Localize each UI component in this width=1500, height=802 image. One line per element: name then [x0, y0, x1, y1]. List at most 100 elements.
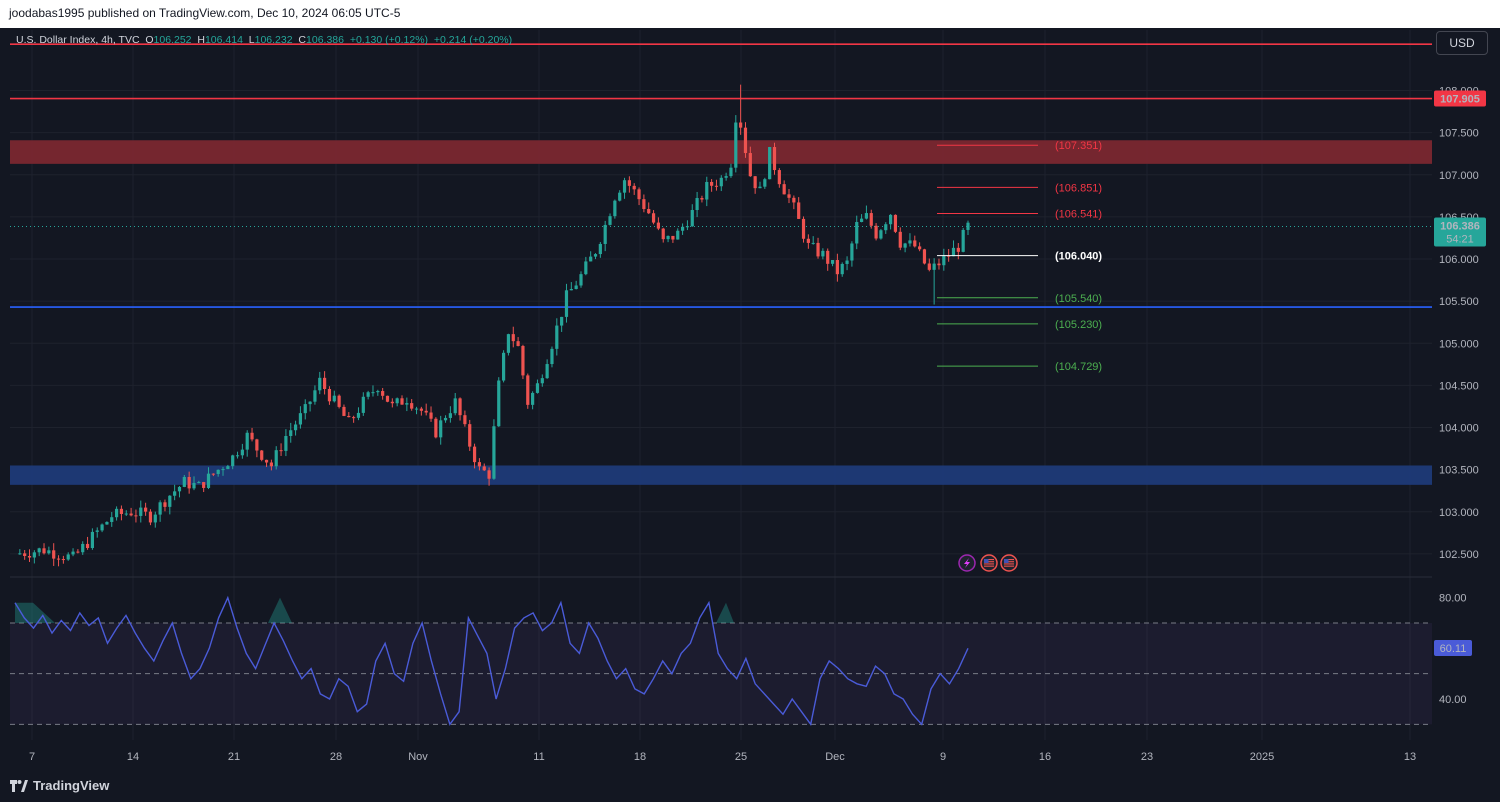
candle-body — [90, 531, 95, 549]
candle-body — [395, 398, 399, 404]
current-price-badge — [1434, 217, 1486, 247]
candle-body — [676, 230, 680, 240]
candle-body — [463, 415, 467, 425]
candle-body — [661, 228, 665, 240]
candle-body — [879, 230, 883, 239]
candle-body — [255, 439, 259, 451]
candle-body — [177, 486, 182, 492]
candle-body — [206, 473, 211, 488]
candle-body — [811, 242, 815, 244]
candle-body — [439, 420, 443, 438]
high-value: 106.414 — [204, 34, 243, 46]
candle-body — [845, 260, 849, 264]
candle-body — [932, 263, 936, 270]
candle-body — [797, 202, 801, 219]
candle-body — [589, 256, 593, 262]
flag-stripe — [1004, 563, 1014, 565]
time-tick-label: 28 — [330, 751, 342, 763]
candle-body — [506, 334, 511, 353]
time-tick-label: 14 — [127, 751, 139, 763]
candle-body — [352, 417, 356, 419]
candle-body — [869, 213, 873, 226]
candle-body — [918, 246, 922, 250]
candle-body — [903, 243, 907, 248]
price-tick-label: 103.000 — [1439, 507, 1479, 519]
symbol-label[interactable]: U.S. Dollar Index, 4h, TVC — [16, 34, 140, 46]
candle-body — [637, 189, 641, 200]
candles — [18, 84, 970, 567]
candle-body — [821, 250, 825, 257]
high-label: H — [197, 34, 205, 46]
candle-body — [114, 508, 119, 518]
level-label: (107.351) — [1055, 140, 1102, 152]
candle-body — [448, 413, 452, 418]
tradingview-logo[interactable]: TradingView — [10, 778, 109, 793]
candle-body — [898, 231, 902, 248]
candle-body — [66, 554, 70, 560]
candle-body — [922, 249, 927, 264]
candle-body — [753, 176, 757, 189]
price-tick-label: 105.000 — [1439, 338, 1479, 350]
candle-body — [260, 450, 264, 460]
time-tick-label: Dec — [825, 751, 845, 763]
candle-body — [492, 426, 496, 479]
candle-body — [274, 450, 278, 467]
candle-body — [535, 383, 540, 393]
candle-body — [124, 513, 128, 515]
level-label: (106.851) — [1055, 182, 1102, 194]
candle-body — [893, 214, 898, 232]
time-axis[interactable]: 7 14 21 28 Nov 11 18 25 Dec 9 16 23 2025 13 — [29, 751, 1416, 763]
candle-body — [951, 247, 956, 257]
rsi-pane — [10, 595, 1432, 726]
candle-body — [390, 401, 394, 404]
candle-body — [618, 192, 622, 201]
chart-canvas[interactable]: (107.351) (106.851) (106.541) (106.040) (105… — [0, 28, 1500, 770]
event-icons[interactable] — [958, 554, 1018, 572]
candle-body — [772, 147, 777, 171]
candle-body — [830, 260, 835, 264]
price-tick-label: 103.500 — [1439, 465, 1479, 477]
candle-body — [685, 226, 690, 228]
candle-body — [937, 263, 941, 266]
candle-body — [806, 238, 810, 243]
candle-body — [743, 127, 748, 154]
candle-body — [763, 179, 767, 187]
level-label: (105.230) — [1055, 319, 1102, 331]
candle-body — [521, 345, 525, 376]
candle-body — [52, 550, 56, 559]
candle-body — [632, 185, 636, 190]
candle-body — [787, 194, 791, 198]
candle-body — [289, 430, 293, 436]
candle-body — [366, 392, 370, 397]
candle-body — [768, 147, 772, 180]
candle-body — [327, 388, 332, 402]
candle-body — [758, 186, 762, 189]
us-flag-icon — [1000, 554, 1018, 572]
candle-body — [888, 214, 893, 225]
candle-body — [584, 261, 588, 275]
currency-button[interactable]: USD — [1436, 31, 1488, 55]
candle-body — [173, 491, 177, 496]
rsi-overbought-fill — [268, 597, 292, 623]
candle-body — [56, 558, 61, 560]
price-axis[interactable]: 108.000107.500107.000106.500106.000105.5… — [1434, 86, 1486, 706]
price-tick-label: 104.000 — [1439, 423, 1479, 435]
candle-body — [105, 521, 109, 525]
candle-body — [250, 432, 254, 440]
candle-body — [695, 198, 699, 211]
candle-body — [400, 398, 404, 405]
horizontal-lines — [10, 43, 1432, 308]
candle-body — [119, 508, 124, 514]
candle-body — [472, 446, 477, 463]
candle-body — [613, 200, 617, 217]
candle-body — [859, 218, 864, 222]
candle-body — [235, 455, 240, 457]
candle-body — [71, 551, 75, 555]
candle-body — [245, 432, 249, 450]
time-tick-label: 25 — [735, 751, 747, 763]
flag-canton — [984, 559, 989, 563]
candle-body — [443, 417, 448, 421]
candle-body — [337, 395, 341, 407]
candle-body — [526, 375, 530, 405]
publisher-text: joodabas1995 published on TradingView.co… — [9, 6, 401, 20]
